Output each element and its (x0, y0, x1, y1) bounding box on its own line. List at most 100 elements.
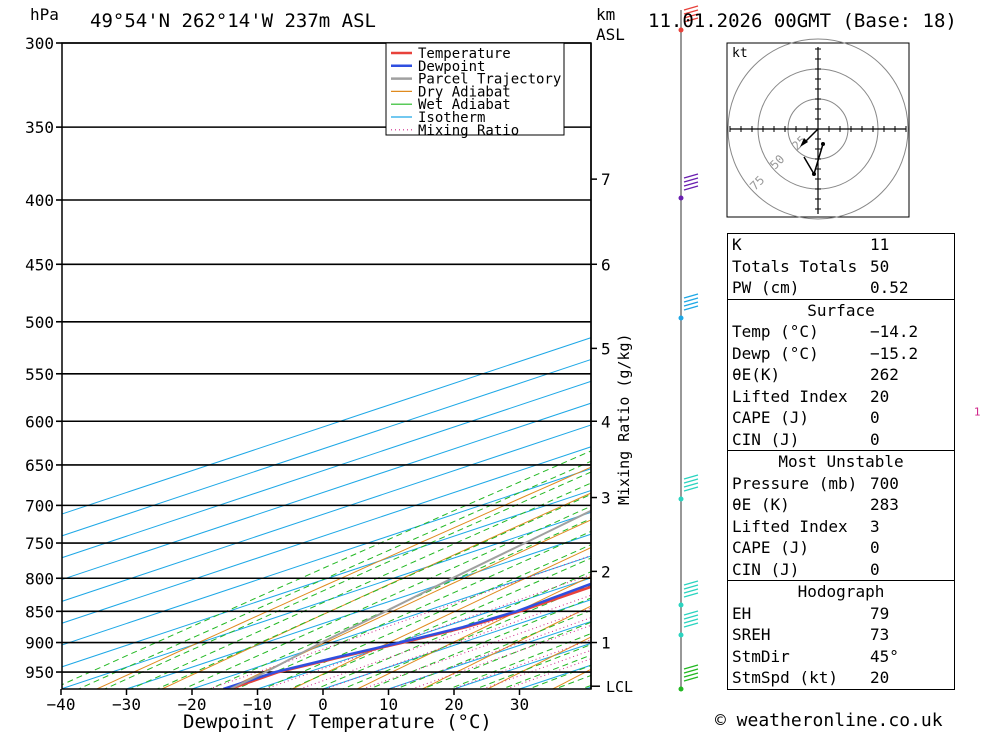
stat-value: 73 (870, 625, 890, 644)
isotherm-line (62, 489, 591, 668)
wind-barb (683, 301, 699, 307)
legend-label: Dewpoint (418, 59, 485, 75)
mixing-ratio-label: 1 (974, 405, 981, 418)
x-tick-label: 0 (318, 695, 328, 714)
stat-row: StmDir 45° (728, 646, 954, 668)
dry-adiabat-line (422, 605, 591, 689)
height-unit-asl: ASL (596, 25, 625, 44)
wind-barb (683, 305, 699, 311)
wind-dot (678, 27, 684, 33)
stat-value: 79 (870, 603, 890, 623)
hodograph-unit: kt (732, 46, 748, 61)
dry-adiabat-line (291, 547, 591, 689)
mixing-ratio-labels: 12346810152025 (974, 405, 981, 418)
stat-row: EH 79 (728, 603, 954, 625)
wet-adiabat-line (103, 471, 591, 689)
isotherm-line (126, 533, 591, 689)
mixing-ratio-line (209, 554, 591, 689)
stat-row: Pressure (mb) 700 (728, 473, 954, 495)
stat-value: 50 (870, 256, 890, 276)
wet-adiabat-line (129, 482, 591, 689)
wind-barb (683, 580, 699, 586)
wind-barb (683, 13, 699, 19)
pressure-label: 300 (25, 34, 54, 53)
wind-barb (683, 614, 699, 620)
stat-value: 20 (870, 386, 890, 406)
stat-label: PW (cm) (732, 278, 800, 297)
wind-barb (683, 474, 699, 480)
stat-row: Temp (°C) −14.2 (728, 321, 954, 343)
isotherm-line (62, 468, 591, 646)
height-label: 6 (601, 255, 611, 274)
stat-value: 283 (870, 495, 899, 514)
wind-barb (683, 181, 699, 187)
stat-value: 0 (870, 429, 880, 449)
isotherm-line (191, 555, 591, 689)
most-unstable-title: Most Unstable (728, 450, 954, 473)
stat-row: θE (K) 283 (728, 494, 954, 516)
isotherm-line (62, 337, 591, 515)
wind-barb (683, 177, 699, 183)
stat-label: CAPE (J) (732, 408, 810, 427)
stat-row: StmSpd (kt) 20 (728, 667, 954, 689)
wet-adiabat-line (288, 557, 591, 689)
wind-dot (678, 496, 684, 502)
stat-label: θE(K) (732, 365, 781, 384)
stat-value: 11 (870, 235, 890, 254)
wind-barb (683, 478, 699, 484)
stat-label: Totals Totals (732, 256, 858, 276)
stat-row: Totals Totals 50 (728, 256, 954, 278)
height-label: 2 (601, 562, 611, 581)
height-label: 7 (601, 170, 611, 189)
pressure-label: 750 (25, 534, 54, 553)
wind-barb (683, 676, 699, 682)
height-label: 1 (601, 634, 611, 653)
x-tick-label: 30 (510, 695, 529, 714)
pressure-label: 400 (25, 191, 54, 210)
pressure-label: 450 (25, 255, 54, 274)
stat-row: SREH 73 (728, 624, 954, 646)
stat-label: CIN (J) (732, 559, 800, 579)
stat-row: PW (cm) 0.52 (728, 277, 954, 299)
wind-dot (678, 686, 684, 692)
stat-label: SREH (732, 625, 771, 644)
wet-adiabat-line (77, 460, 591, 689)
stat-value: 0 (870, 559, 880, 579)
legend-label: Isotherm (418, 110, 485, 126)
stat-label: Dewp (°C) (732, 343, 819, 363)
wind-barb (683, 173, 699, 179)
stat-label: StmSpd (kt) (732, 668, 838, 687)
wind-dot (678, 315, 684, 321)
wind-barb (683, 293, 699, 299)
axes: −40 −30 −20 −10 0 10 20 30 (47, 689, 529, 714)
wind-barb (683, 618, 699, 624)
stat-label: θE (K) (732, 495, 790, 514)
legend-label: Temperature (418, 46, 511, 62)
copyright-footer[interactable]: © weatheronline.co.uk (715, 710, 943, 731)
stat-label: Lifted Index (732, 386, 848, 406)
wind-barb (683, 584, 699, 590)
stat-value: 700 (870, 473, 899, 493)
pressure-label: 850 (25, 602, 54, 621)
wet-adiabat-line (421, 621, 591, 689)
legend-label: Parcel Trajectory (418, 72, 561, 88)
isotherm-line (62, 358, 591, 537)
isotherm-line (62, 424, 591, 602)
stat-label: StmDir (732, 646, 790, 666)
height-unit-km: km (596, 5, 615, 24)
pressure-label: 700 (25, 496, 54, 515)
stat-value: 45° (870, 646, 899, 666)
wet-adiabat-line (182, 505, 591, 689)
storm-motion-arrowhead (800, 138, 808, 147)
lcl-label: LCL (606, 678, 633, 696)
wind-barb (683, 664, 699, 670)
height-label: 3 (601, 489, 611, 508)
legend-label: Wet Adiabat (418, 97, 511, 113)
profiles (223, 509, 591, 689)
isotherm-line (62, 511, 591, 689)
stat-value: 0.52 (870, 278, 909, 297)
pressure-label: 650 (25, 456, 54, 475)
mixing-ratio-line (482, 649, 591, 689)
wind-barb (683, 17, 699, 23)
